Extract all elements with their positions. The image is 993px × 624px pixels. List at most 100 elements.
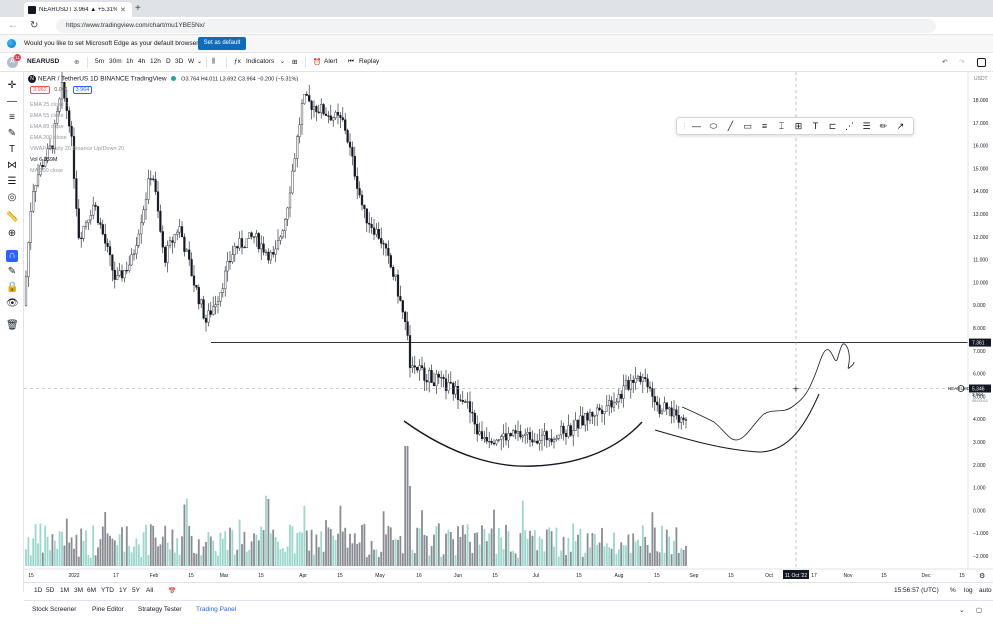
interval-dropdown-icon[interactable]: ⌄ (197, 59, 203, 65)
indicator-vwap[interactable]: VWAP Hourly 20 Binance Up/Down 20 (30, 146, 125, 152)
tab-strategy-tester[interactable]: Strategy Tester (138, 606, 182, 613)
log-toggle[interactable]: log (964, 587, 973, 594)
replay-button[interactable]: Replay (359, 58, 380, 65)
indicator-ema55[interactable]: EMA 55 close (30, 113, 64, 119)
path-tool-icon[interactable]: ⋰ (845, 121, 854, 131)
compare-symbol-icon[interactable]: ⊕ (74, 59, 80, 66)
interval-30m[interactable]: 30m (109, 58, 122, 65)
time-axis-settings-icon[interactable]: ⚙ (979, 572, 985, 580)
undo-icon[interactable]: ↶ (942, 59, 948, 66)
layout-panel-icon[interactable] (977, 58, 986, 67)
layout-icon[interactable]: ⊞ (292, 59, 298, 66)
range-ytd[interactable]: YTD (101, 587, 114, 594)
tab-pine-editor[interactable]: Pine Editor (92, 606, 124, 613)
browser-tab[interactable]: NEARUSDT 3.964 ▲ +5.31% Un ✕ (24, 2, 132, 17)
forecast-icon[interactable]: ☰ (7, 176, 17, 187)
pattern-icon[interactable]: ⋈ (7, 160, 17, 171)
stay-drawing-icon[interactable]: ✎ (7, 266, 17, 277)
cup-arc-drawing[interactable] (403, 420, 643, 467)
shapes-icon[interactable]: ◎ (7, 192, 17, 203)
projected-path-drawing[interactable] (681, 343, 855, 441)
drag-handle-icon[interactable]: ⋮ (681, 123, 688, 130)
curve-tool-icon[interactable]: ↗ (896, 121, 905, 131)
interval-3d[interactable]: 3D (175, 58, 184, 65)
indicators-dropdown-icon[interactable]: ⌄ (280, 59, 286, 65)
brush-icon[interactable]: ✎ (7, 128, 17, 139)
set-default-button[interactable]: Set as default (198, 37, 246, 50)
range-5y[interactable]: 5Y (132, 587, 140, 594)
interval-4h[interactable]: 4h (138, 58, 146, 65)
pencil-tool-icon[interactable]: ✏ (879, 121, 888, 131)
range-1m[interactable]: 1M (60, 587, 70, 594)
indicator-volume[interactable]: Vol 6.059M (30, 157, 58, 163)
auto-toggle[interactable]: auto (979, 587, 992, 594)
lock-icon[interactable]: 🔒 (6, 282, 19, 293)
plus-button-icon[interactable] (957, 385, 965, 392)
ask-price[interactable]: 3.964 (72, 86, 93, 94)
spread: 0.001 (54, 87, 69, 93)
ruler-icon[interactable]: 📏 (6, 212, 19, 223)
percent-toggle[interactable]: % (950, 587, 956, 594)
address-bar[interactable]: https://www.tradingview.com/chart/mu1YBE… (56, 19, 936, 33)
time-tick-label: Jul (533, 573, 539, 579)
close-tab-icon[interactable]: ✕ (120, 6, 126, 14)
interval-12h[interactable]: 12h (150, 58, 161, 65)
zoom-icon[interactable]: ⊕ (7, 228, 17, 239)
avatar[interactable]: A 11 (7, 54, 21, 68)
alert-button[interactable]: Alert (324, 58, 338, 65)
crosshair-icon[interactable]: ✛ (7, 80, 17, 91)
default-browser-infobar: Would you like to set Microsoft Edge as … (0, 35, 993, 53)
indicator-ma200[interactable]: MA 200 close (30, 168, 64, 174)
time-axis[interactable]: 15 2022 17 Feb 15 Mar 15 Apr 15 May 16 Jun 15 Jul 15 Au… (24, 568, 993, 580)
refresh-icon[interactable]: ↻ (30, 20, 39, 31)
legend-title[interactable]: NEAR / TetherUS 1D BINANCE TradingView (37, 75, 167, 83)
indicator-ema200[interactable]: EMA 200 close (30, 135, 67, 141)
box-tool-icon[interactable]: ⊞ (794, 121, 803, 131)
hline-tool-icon[interactable]: ― (692, 121, 701, 131)
text-icon[interactable]: T (8, 144, 16, 155)
projected-arc-drawing[interactable] (654, 393, 820, 453)
bid-price[interactable]: 3.962 (30, 86, 50, 94)
candles-icon[interactable]: ⫼ (212, 58, 215, 65)
range-tool-icon[interactable]: ⌶ (778, 121, 785, 131)
collapse-panel-icon[interactable]: ⌄ (959, 607, 965, 614)
range-all[interactable]: All (146, 587, 154, 594)
indicator-ema25[interactable]: EMA 25 close 0 (30, 102, 69, 108)
price-axis[interactable]: 18.000 17.000 16.000 15.000 14.000 13.000 12.0… (793, 72, 991, 569)
indicators-button[interactable]: Indicators (246, 58, 275, 65)
rectangle-tool-icon[interactable]: ▭ (743, 121, 752, 131)
new-tab-icon[interactable]: + (135, 3, 141, 14)
range-1d[interactable]: 1D (34, 587, 43, 594)
back-icon[interactable]: ← (8, 20, 18, 31)
redo-icon[interactable]: ↷ (959, 59, 965, 66)
interval-w[interactable]: W (188, 58, 195, 65)
goto-date-icon[interactable]: 📅 (168, 588, 177, 595)
range-6m[interactable]: 6M (87, 587, 97, 594)
magnet-icon[interactable]: ∩ (6, 250, 18, 262)
range-1y[interactable]: 1Y (119, 587, 127, 594)
symbol-search[interactable]: NEARUSD (27, 58, 60, 65)
eye-icon[interactable]: 👁 (6, 298, 19, 309)
maximize-panel-icon[interactable]: ▢ (976, 607, 983, 614)
clock-time[interactable]: 15:56:57 (UTC) (894, 587, 939, 594)
address-row: ← ↻ https://www.tradingview.com/chart/mu… (0, 17, 993, 35)
line-tool-icon[interactable]: ╱ (727, 121, 734, 131)
interval-d[interactable]: D (166, 58, 171, 65)
range-3m[interactable]: 3M (74, 587, 84, 594)
indicator-ema89[interactable]: EMA 89 close (30, 124, 64, 130)
trend-line-icon[interactable]: ― (7, 96, 17, 107)
parallel-channel-icon[interactable]: ≡ (761, 121, 768, 131)
text-tool-icon[interactable]: T (812, 121, 819, 131)
tab-trading-panel[interactable]: Trading Panel (196, 606, 237, 613)
interval-5m[interactable]: 5m (95, 58, 105, 65)
range-5d[interactable]: 5D (46, 587, 55, 594)
interval-1h[interactable]: 1h (126, 58, 134, 65)
fib-icon[interactable]: ≡ (9, 112, 15, 123)
ellipse-tool-icon[interactable]: ⬭ (709, 121, 718, 131)
trash-icon[interactable]: 🗑 (6, 320, 19, 331)
price-chart[interactable]: 18.000 17.000 16.000 15.000 14.000 13.000 12.0… (24, 72, 993, 582)
tab-stock-screener[interactable]: Stock Screener (32, 606, 77, 613)
fib-tool-icon[interactable]: ☰ (862, 121, 871, 131)
price-range-icon[interactable]: ⊏ (828, 121, 837, 131)
price-tick-label: 7.000 (973, 349, 986, 355)
